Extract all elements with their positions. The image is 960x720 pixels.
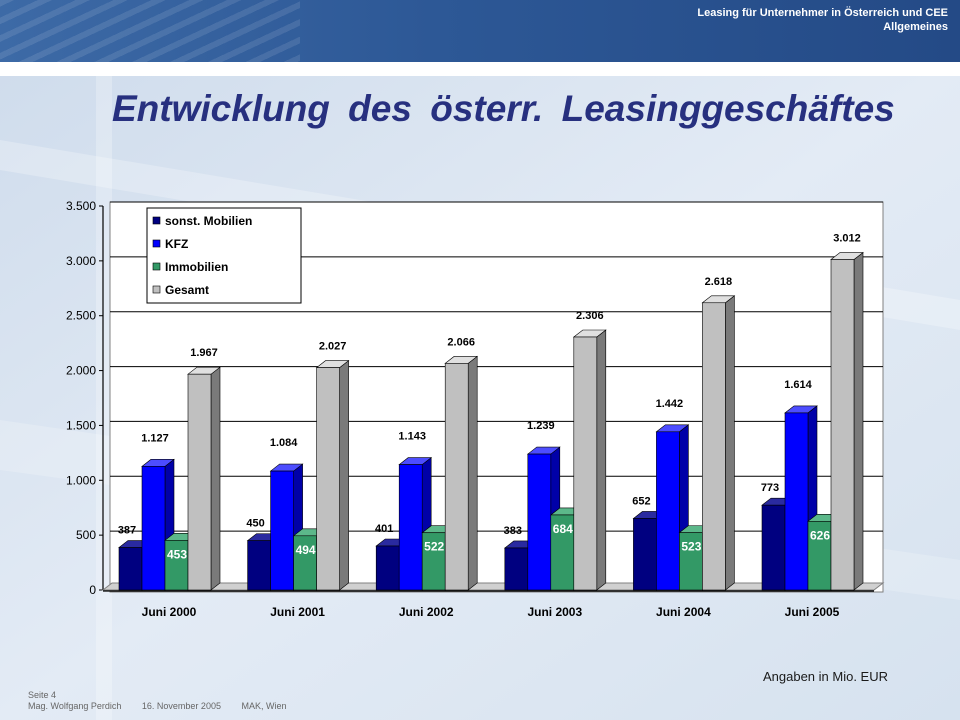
bar-side: [210, 366, 221, 591]
footer: Seite 4 Mag. Wolfgang Perdich 16. Novemb…: [28, 690, 305, 712]
y-tick-label: 1.500: [66, 418, 96, 432]
y-tick-label: 0: [89, 583, 96, 597]
bar-side: [725, 295, 735, 591]
bar-side: [467, 355, 478, 591]
legend-label: Immobilien: [165, 260, 228, 274]
x-tick-label: Juni 2002: [399, 605, 454, 619]
bar-gesamt: [573, 336, 598, 591]
footer-author: Mag. Wolfgang Perdich: [28, 701, 122, 711]
bar-sonst-mobilien: [375, 545, 400, 591]
data-label: 387: [118, 525, 136, 537]
data-label: 494: [296, 543, 316, 557]
legend-swatch: [152, 216, 161, 225]
footer-page: Seite 4: [28, 690, 57, 700]
legend-label: sonst. Mobilien: [165, 214, 252, 228]
data-label: 1.614: [784, 379, 812, 391]
bar-kfz: [656, 431, 680, 591]
data-label: 626: [810, 528, 830, 542]
data-label: 450: [246, 518, 264, 530]
legend-swatch: [152, 285, 161, 294]
y-tick-label: 3.000: [66, 254, 96, 268]
units-note: Angaben in Mio. EUR: [762, 669, 888, 684]
data-label: 1.084: [270, 437, 298, 449]
bar-sonst-mobilien: [118, 547, 143, 591]
bar-side: [339, 359, 349, 591]
footer-place: MAK, Wien: [241, 701, 287, 711]
bar-kfz: [141, 466, 166, 591]
data-label: 2.066: [447, 336, 475, 348]
bar-gesamt: [444, 363, 469, 591]
bar-gesamt: [830, 259, 855, 591]
bar-kfz: [270, 470, 294, 591]
data-label: 1.143: [398, 431, 426, 443]
data-label: 401: [375, 523, 393, 535]
legend-swatch: [152, 239, 161, 248]
bar-sonst-mobilien: [247, 540, 271, 591]
data-label: 773: [761, 482, 779, 494]
data-label: 2.618: [705, 276, 733, 288]
x-tick-label: Juni 2001: [270, 605, 325, 619]
x-tick-label: Juni 2004: [656, 605, 711, 619]
data-label: 2.027: [319, 341, 347, 353]
y-tick-label: 2.000: [66, 364, 96, 378]
data-label: 3.012: [833, 233, 861, 245]
bar-kfz: [398, 464, 423, 591]
y-tick-label: 2.500: [66, 309, 96, 323]
bar-gesamt: [187, 373, 212, 591]
data-label: 1.127: [141, 432, 169, 444]
bar-kfz: [784, 412, 809, 591]
data-label: 523: [681, 540, 701, 554]
header-text: Leasing für Unternehmer in Österreich un…: [697, 6, 948, 34]
y-tick-label: 3.500: [66, 199, 96, 213]
data-label: 684: [553, 522, 573, 536]
bar-kfz: [527, 453, 552, 591]
header-decoration: [0, 0, 300, 62]
bar-sonst-mobilien: [633, 518, 657, 591]
x-tick-label: Juni 2005: [785, 605, 840, 619]
data-label: 453: [167, 547, 187, 561]
legend-label: KFZ: [165, 237, 188, 251]
y-tick-label: 1.000: [66, 473, 96, 487]
header-bar: Leasing für Unternehmer in Österreich un…: [0, 0, 960, 62]
bar-side: [596, 329, 607, 591]
page-title: Entwicklung des österr. Leasinggeschäfte…: [112, 88, 895, 129]
legend-label: Gesamt: [165, 283, 209, 297]
data-label: 1.442: [656, 398, 684, 410]
x-tick-label: Juni 2003: [527, 605, 582, 619]
header-title: Leasing für Unternehmer in Österreich un…: [697, 7, 948, 19]
footer-date: 16. November 2005: [141, 701, 221, 711]
y-tick-label: 500: [76, 528, 96, 542]
x-tick-label: Juni 2000: [142, 605, 197, 619]
data-label: 1.239: [527, 420, 555, 432]
data-label: 522: [424, 540, 444, 554]
legend-swatch: [152, 262, 161, 271]
data-label: 1.967: [190, 347, 218, 359]
data-label: 383: [504, 525, 522, 537]
data-label: 652: [632, 495, 650, 507]
bar-sonst-mobilien: [504, 547, 529, 591]
data-label: 2.306: [576, 310, 604, 322]
header-subtitle: Allgemeines: [883, 21, 948, 33]
bar-side: [853, 251, 864, 591]
bar-gesamt: [316, 367, 340, 591]
bar-sonst-mobilien: [761, 504, 786, 591]
bar-gesamt: [702, 302, 726, 591]
legend: [146, 207, 302, 304]
